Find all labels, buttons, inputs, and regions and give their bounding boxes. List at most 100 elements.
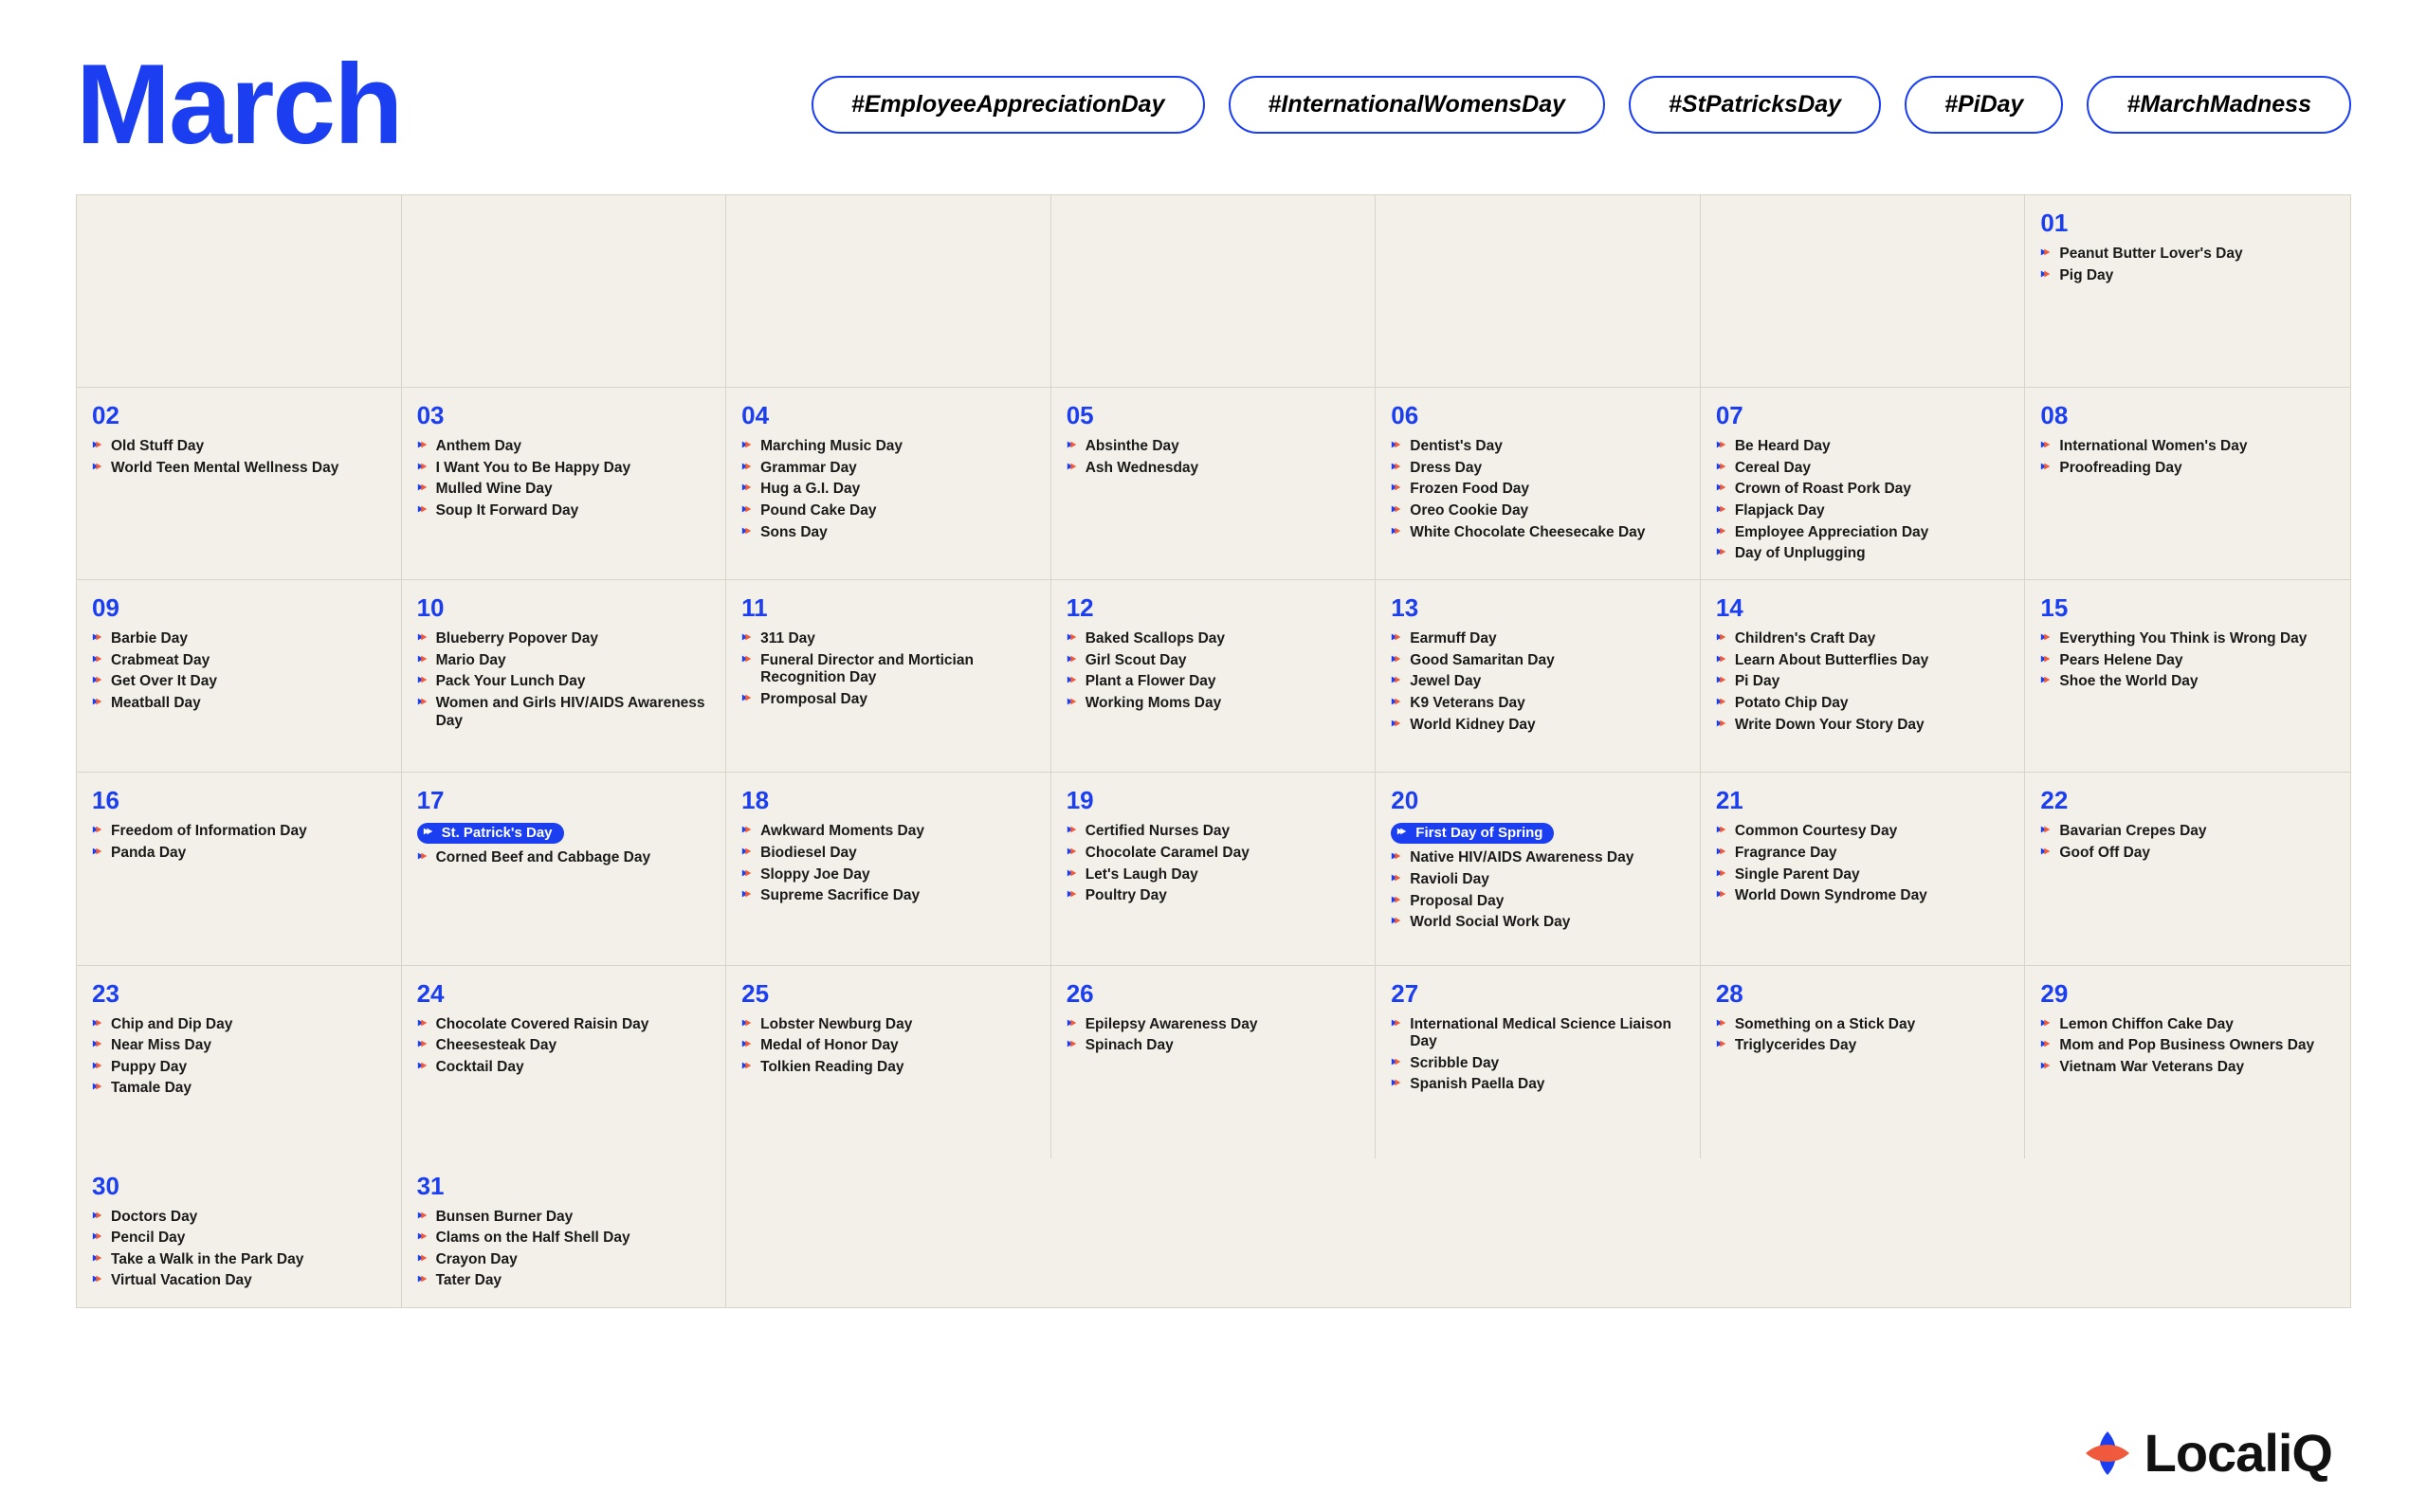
event-label: Shoe the World Day [2059, 673, 2335, 691]
header-row: March #EmployeeAppreciationDay#Internati… [76, 47, 2351, 161]
event-label: Awkward Moments Day [760, 823, 1035, 841]
event-list: Common Courtesy DayFragrance DaySingle P… [1716, 823, 2010, 904]
event-label: Pi Day [1735, 673, 2010, 691]
event-item: Single Parent Day [1716, 866, 2010, 884]
arrow-icon [1067, 846, 1080, 857]
arrow-icon [1391, 653, 1404, 665]
event-item: 311 Day [741, 630, 1035, 648]
event-label: Working Moms Day [1086, 695, 1360, 713]
event-item: Lemon Chiffon Cake Day [2040, 1016, 2335, 1034]
event-item: I Want You to Be Happy Day [417, 460, 711, 478]
event-label: Epilepsy Awareness Day [1086, 1016, 1360, 1034]
event-label: Chocolate Caramel Day [1086, 845, 1360, 863]
event-label: Pack Your Lunch Day [436, 673, 711, 691]
calendar-cell: 07Be Heard DayCereal DayCrown of Roast P… [1701, 388, 2026, 580]
arrow-icon [92, 674, 105, 685]
arrow-icon [1716, 1038, 1729, 1049]
calendar-cell: 06Dentist's DayDress DayFrozen Food DayO… [1376, 388, 1701, 580]
calendar-grid: 01Peanut Butter Lover's DayPig Day02Old … [76, 194, 2351, 1308]
arrow-icon [92, 1017, 105, 1029]
event-item: Virtual Vacation Day [92, 1272, 386, 1290]
event-label: Spanish Paella Day [1410, 1076, 1685, 1094]
event-item: Near Miss Day [92, 1037, 386, 1055]
calendar-cell: 11311 DayFuneral Director and Mortician … [726, 580, 1051, 773]
arrow-icon [1716, 1017, 1729, 1029]
arrow-icon [1716, 525, 1729, 537]
event-label: Blueberry Popover Day [436, 630, 711, 648]
arrow-icon [1067, 1017, 1080, 1029]
arrow-icon [92, 1230, 105, 1242]
event-label: Ravioli Day [1410, 871, 1685, 889]
event-label: Promposal Day [760, 691, 1035, 709]
calendar-cell: 09Barbie DayCrabmeat DayGet Over It DayM… [77, 580, 402, 773]
month-title: March [76, 47, 401, 161]
event-list: Old Stuff Day World Teen Mental Wellness … [92, 438, 386, 477]
event-list: Something on a Stick DayTriglycerides Da… [1716, 1016, 2010, 1055]
event-label: Spinach Day [1086, 1037, 1360, 1055]
arrow-icon [1391, 482, 1404, 493]
arrow-icon [1391, 439, 1404, 450]
arrow-icon [741, 482, 755, 493]
arrow-icon [1391, 915, 1404, 926]
event-item: World Teen Mental Wellness Day [92, 460, 386, 478]
calendar-cell-empty [1701, 195, 2026, 388]
arrow-icon [2040, 846, 2053, 857]
event-item: Mulled Wine Day [417, 481, 711, 499]
event-label: World Social Work Day [1410, 914, 1685, 932]
arrow-icon [741, 653, 755, 665]
event-label: Pears Helene Day [2059, 652, 2335, 670]
arrow-icon [741, 1060, 755, 1071]
arrow-icon [92, 439, 105, 450]
arrow-icon [1716, 824, 1729, 835]
event-list: 311 DayFuneral Director and Mortician Re… [741, 630, 1035, 708]
event-label: Jewel Day [1410, 673, 1685, 691]
calendar-cell: 20First Day of SpringNative HIV/AIDS Awa… [1376, 773, 1701, 965]
calendar-cell: 04Marching Music DayGrammar DayHug a G.I… [726, 388, 1051, 580]
calendar-cell: 02Old Stuff DayWorld Teen Mental Wellnes… [77, 388, 402, 580]
event-item: Shoe the World Day [2040, 673, 2335, 691]
arrow-icon [2040, 824, 2053, 835]
event-label: World Teen Mental Wellness Day [111, 460, 386, 478]
calendar-cell-empty [726, 195, 1051, 388]
arrow-icon [417, 439, 430, 450]
event-label: Absinthe Day [1086, 438, 1360, 456]
arrow-icon [741, 692, 755, 703]
event-item: Soup It Forward Day [417, 502, 711, 520]
event-item: Ash Wednesday [1067, 460, 1360, 478]
arrow-icon [92, 1210, 105, 1221]
calendar-cell: 08International Women's DayProofreading … [2025, 388, 2350, 580]
calendar-cell: 14Children's Craft DayLearn About Butter… [1701, 580, 2026, 773]
arrow-icon [741, 631, 755, 643]
calendar-cell: 29Lemon Chiffon Cake DayMom and Pop Busi… [2025, 966, 2350, 1158]
event-list: Chip and Dip DayNear Miss DayPuppy DayTa… [92, 1016, 386, 1098]
event-item: Tamale Day [92, 1080, 386, 1098]
day-number: 23 [92, 979, 386, 1009]
event-item: Ravioli Day [1391, 871, 1685, 889]
event-item: Old Stuff Day [92, 438, 386, 456]
arrow-icon [1716, 631, 1729, 643]
event-item: Chip and Dip Day [92, 1016, 386, 1034]
event-label: Frozen Food Day [1410, 481, 1685, 499]
calendar-cell: 15Everything You Think is Wrong DayPears… [2025, 580, 2350, 773]
event-item: Crown of Roast Pork Day [1716, 481, 2010, 499]
page: March #EmployeeAppreciationDay#Internati… [0, 0, 2427, 1512]
event-label: Write Down Your Story Day [1735, 717, 2010, 735]
event-list: Children's Craft DayLearn About Butterfl… [1716, 630, 2010, 734]
arrow-icon [1067, 888, 1080, 900]
arrow-icon [1716, 439, 1729, 450]
arrow-icon [92, 824, 105, 835]
calendar-cell: 21Common Courtesy DayFragrance DaySingle… [1701, 773, 2026, 965]
event-label: Crown of Roast Pork Day [1735, 481, 2010, 499]
event-item: Get Over It Day [92, 673, 386, 691]
event-item: Peanut Butter Lover's Day [2040, 246, 2335, 264]
event-list: Marching Music DayGrammar DayHug a G.I. … [741, 438, 1035, 541]
event-list: Corned Beef and Cabbage Day [417, 849, 711, 867]
arrow-icon [1391, 525, 1404, 537]
event-label: White Chocolate Cheesecake Day [1410, 524, 1685, 542]
hashtag-pill: #EmployeeAppreciationDay [812, 76, 1205, 134]
event-item: World Down Syndrome Day [1716, 887, 2010, 905]
event-item: Pi Day [1716, 673, 2010, 691]
calendar-cell: 12Baked Scallops DayGirl Scout DayPlant … [1051, 580, 1377, 773]
arrow-icon [2040, 1017, 2053, 1029]
event-item: Dentist's Day [1391, 438, 1685, 456]
